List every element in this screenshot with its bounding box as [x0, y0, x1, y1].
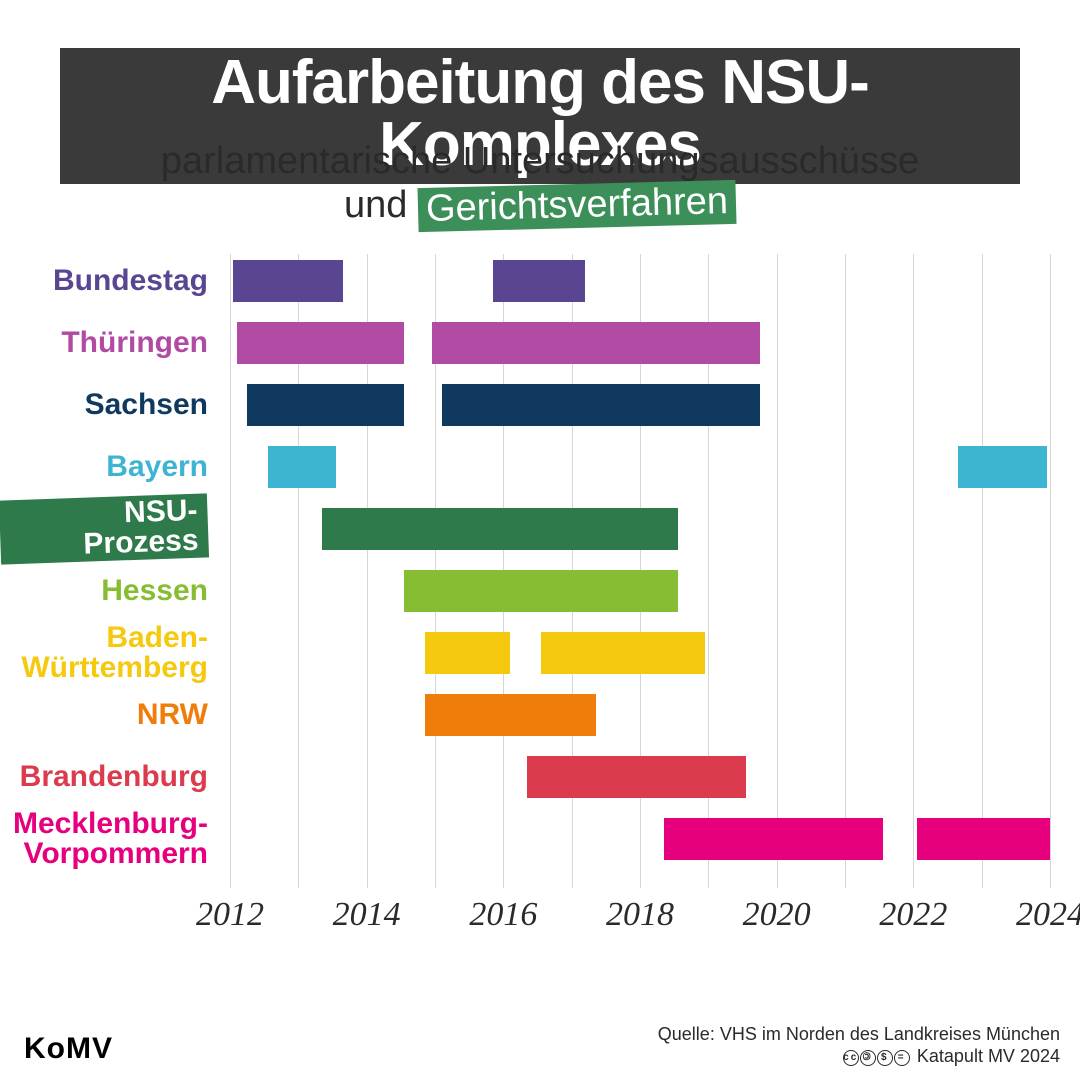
cc-icons: cc🄯$= [843, 1049, 917, 1066]
chart-row: Bayern [0, 436, 1080, 498]
x-axis-label: 2016 [469, 896, 537, 934]
gantt-bar [322, 508, 677, 550]
gantt-bar [664, 818, 883, 860]
row-label: Bayern [0, 436, 220, 498]
attribution-text: Katapult MV 2024 [917, 1046, 1060, 1066]
row-label: Sachsen [0, 374, 220, 436]
brand-logo: KᴏMV [24, 1032, 113, 1066]
row-label: Mecklenburg- Vorpommern [0, 808, 220, 870]
x-axis-label: 2014 [333, 896, 401, 934]
gantt-bar [425, 694, 596, 736]
subtitle-line1: parlamentarische Untersuchungsausschüsse [60, 140, 1020, 184]
x-axis-label: 2018 [606, 896, 674, 934]
gantt-bar [404, 570, 677, 612]
row-label: NSU-Prozess [0, 498, 220, 560]
x-axis-label: 2012 [196, 896, 264, 934]
row-label: NRW [0, 684, 220, 746]
x-axis-label: 2020 [743, 896, 811, 934]
x-axis-label: 2024 [1016, 896, 1080, 934]
gantt-bar [442, 384, 760, 426]
row-label: Brandenburg [0, 746, 220, 808]
gantt-bar [958, 446, 1047, 488]
gantt-bar [527, 756, 746, 798]
row-label: Baden- Württemberg [0, 622, 220, 684]
row-label: Thüringen [0, 312, 220, 374]
gantt-bar [247, 384, 404, 426]
gantt-bar [541, 632, 705, 674]
row-label: Bundestag [0, 250, 220, 312]
gantt-chart: 2012 2014 2016 2018 2020 2022 2024 BundestagTh… [0, 250, 1080, 990]
gantt-bar [432, 322, 760, 364]
subtitle: parlamentarische Untersuchungsausschüsse… [60, 140, 1020, 227]
gantt-bar [425, 632, 510, 674]
row-label-chip: NSU-Prozess [0, 493, 209, 564]
footer-attribution: Quelle: VHS im Norden des Landkreises Mü… [658, 1023, 1060, 1068]
subtitle-line2-prefix: und [344, 184, 418, 226]
subtitle-highlight: Gerichtsverfahren [417, 180, 736, 232]
gantt-bar [268, 446, 336, 488]
gantt-bar [493, 260, 585, 302]
gantt-bar [917, 818, 1050, 860]
row-label: Hessen [0, 560, 220, 622]
gantt-bar [233, 260, 342, 302]
x-axis-label: 2022 [879, 896, 947, 934]
gantt-bar [237, 322, 404, 364]
source-line: Quelle: VHS im Norden des Landkreises Mü… [658, 1023, 1060, 1046]
